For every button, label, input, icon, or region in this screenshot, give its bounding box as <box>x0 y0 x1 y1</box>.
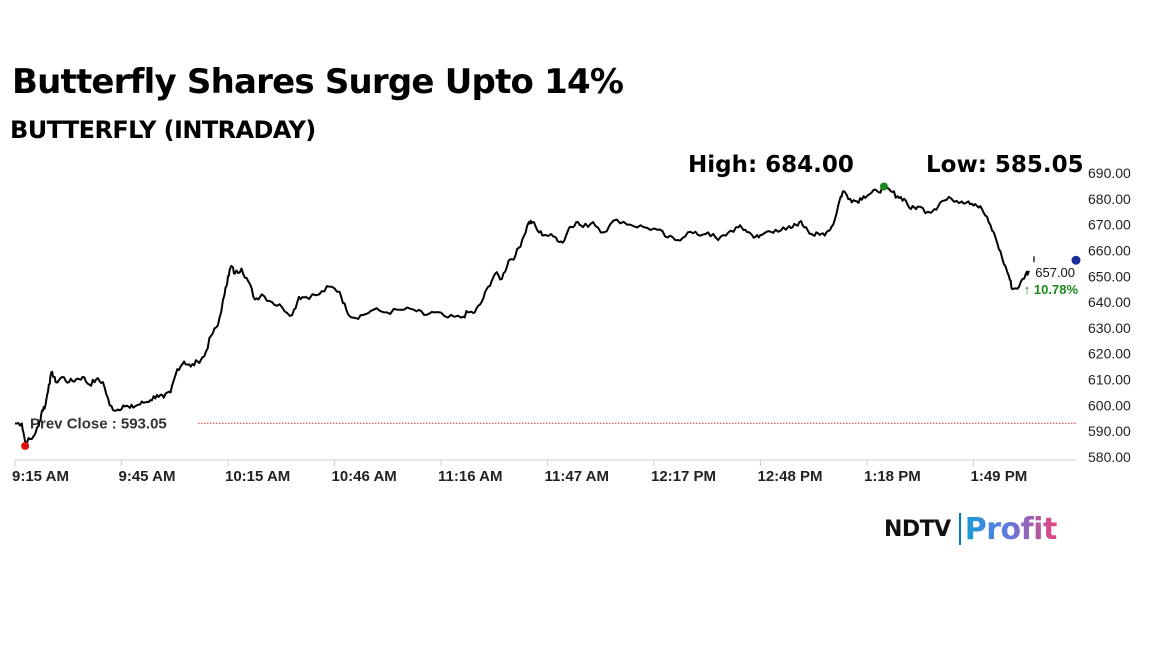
x-tick-label: 9:45 AM <box>119 468 176 485</box>
y-tick-label: 580.00 <box>1088 449 1131 465</box>
markers <box>21 182 1081 450</box>
ndtv-profit-logo: NDTV Profit <box>884 509 1057 549</box>
y-tick-label: 680.00 <box>1088 191 1131 207</box>
logo-brand: NDTV <box>884 516 951 542</box>
x-tick-label: 1:49 PM <box>971 468 1028 485</box>
y-tick-label: 690.00 <box>1088 165 1131 181</box>
headline: Butterfly Shares Surge Upto 14% <box>12 62 624 102</box>
last-price-marker <box>1071 255 1081 265</box>
high-label: High: 684.00 <box>688 152 854 178</box>
x-tick-label: 10:15 AM <box>225 468 290 485</box>
x-tick-label: 12:48 PM <box>758 468 823 485</box>
y-tick-label: 660.00 <box>1088 242 1131 258</box>
logo-product: Profit <box>964 511 1058 547</box>
x-tick-label: 1:18 PM <box>864 468 921 485</box>
y-tick-label: 600.00 <box>1088 397 1131 413</box>
x-tick-label: 11:16 AM <box>438 468 502 485</box>
high-marker <box>879 182 888 191</box>
y-tick-label: 630.00 <box>1088 320 1131 336</box>
x-tick-label: 12:17 PM <box>651 468 716 485</box>
low-marker <box>21 441 30 450</box>
y-tick-label: 610.00 <box>1088 372 1131 388</box>
prev-close-label: Prev Close : 593.05 <box>30 415 167 432</box>
y-tick-label: 650.00 <box>1088 268 1131 284</box>
x-tick-label: 9:15 AM <box>12 468 69 485</box>
x-tick-label: 10:46 AM <box>332 468 397 485</box>
y-axis: 580.00 590.00 600.00 610.00 620.00 630.00 640.… <box>1088 165 1131 465</box>
x-tick-label: 11:47 AM <box>545 468 609 485</box>
chart-subtitle: BUTTERFLY (INTRADAY) <box>10 116 316 144</box>
y-tick-label: 620.00 <box>1088 346 1131 362</box>
y-tick-label: 670.00 <box>1088 217 1131 233</box>
low-label: Low: 585.05 <box>926 152 1084 178</box>
last-price-label: 657.00 <box>1035 265 1075 280</box>
y-tick-label: 590.00 <box>1088 423 1131 439</box>
logo-divider <box>958 513 961 545</box>
x-axis: 9:15 AM 9:45 AM 10:15 AM 10:46 AM 11:16 AM 11… <box>12 459 1077 485</box>
price-line <box>14 185 1031 445</box>
y-tick-label: 640.00 <box>1088 294 1131 310</box>
change-percent-label: ↑ 10.78% <box>1024 282 1079 297</box>
